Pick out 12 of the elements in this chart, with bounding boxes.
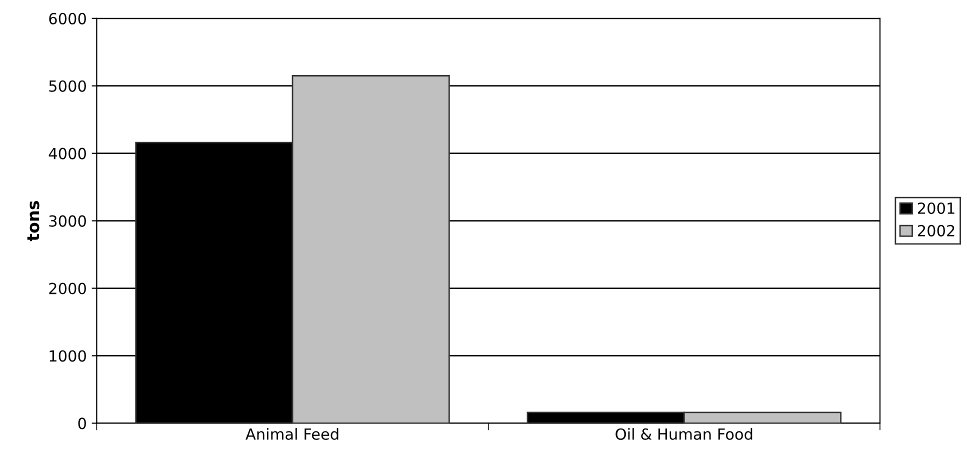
y-tick-label: 0 [78,418,86,430]
y-axis-title: tons [27,200,40,242]
y-tick-label: 2000 [49,282,86,294]
y-tick-label: 5000 [49,80,86,92]
y-tick-label: 3000 [49,215,86,227]
x-tick-label: Oil & Human Food [616,428,752,440]
y-tick-label: 1000 [50,350,86,362]
legend-label: 2001 [918,202,954,214]
y-tick-label: 6000 [49,12,86,24]
x-tick-label: Animal Feed [246,428,338,440]
legend-label: 2002 [918,224,954,236]
y-tick-label: 4000 [48,148,86,160]
